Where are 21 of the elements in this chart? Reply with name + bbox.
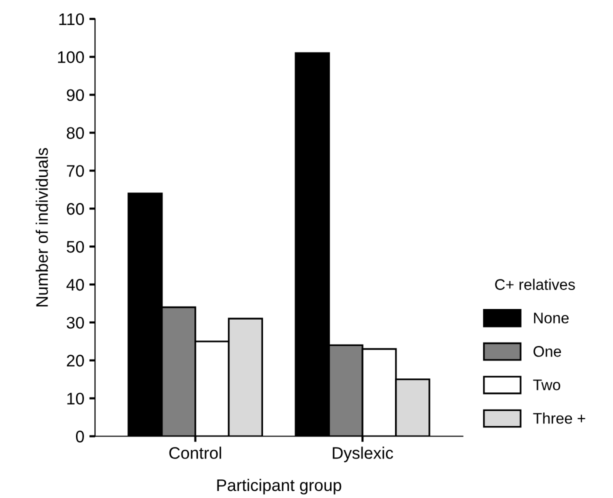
x-tick-label: Dyslexic bbox=[332, 446, 394, 462]
y-tick-label: 20 bbox=[66, 354, 84, 367]
y-tick-label: 40 bbox=[66, 278, 84, 291]
y-tick-label: 10 bbox=[67, 392, 84, 405]
legend-label: Two bbox=[533, 380, 560, 390]
y-tick-label: 60 bbox=[66, 203, 84, 215]
y-tick-label: 50 bbox=[66, 240, 84, 253]
y-tick-label: 80 bbox=[66, 127, 84, 139]
y-tick-label: 110 bbox=[59, 13, 84, 26]
x-axis-title: Participant group bbox=[217, 478, 342, 494]
y-tick-label: 30 bbox=[66, 316, 84, 329]
legend-title: C+ relatives bbox=[495, 278, 575, 290]
legend-label: Three + bbox=[533, 412, 586, 424]
legend-label: None bbox=[534, 312, 569, 324]
x-tick-label: Control bbox=[169, 446, 222, 459]
y-axis-title: Number of individuals bbox=[36, 148, 48, 306]
legend-label: One bbox=[534, 346, 562, 357]
y-tick-label: 100 bbox=[58, 51, 84, 64]
y-tick-label: 70 bbox=[66, 165, 84, 177]
y-tick-label: 90 bbox=[66, 89, 84, 102]
y-tick-label: 0 bbox=[76, 430, 84, 442]
